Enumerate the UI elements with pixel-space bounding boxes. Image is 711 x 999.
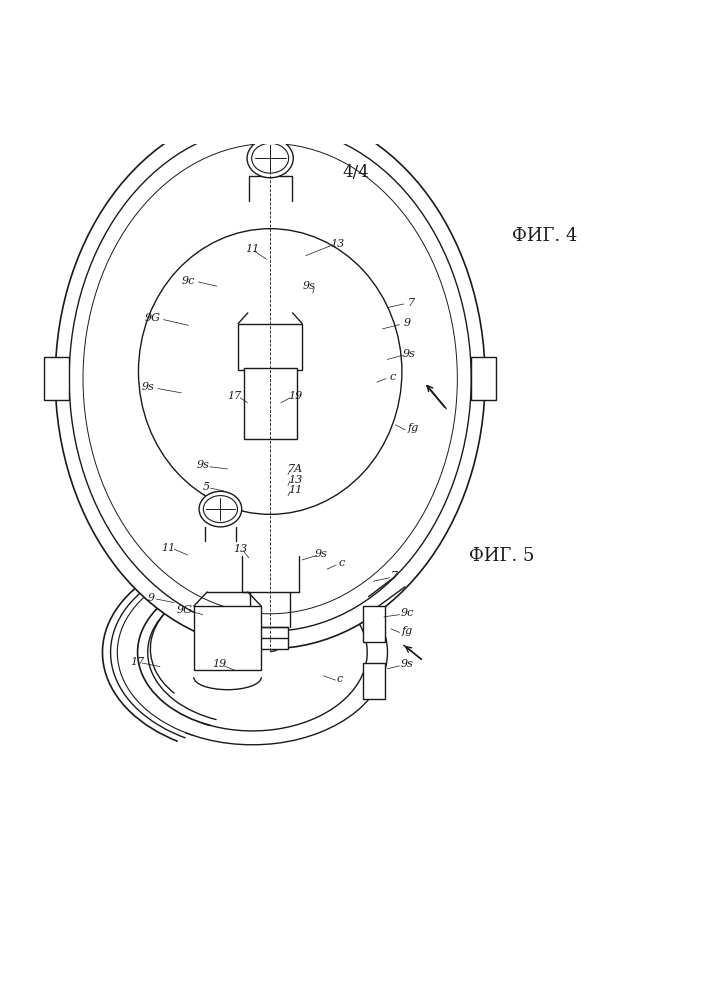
Ellipse shape bbox=[199, 492, 242, 526]
Text: 13: 13 bbox=[233, 544, 247, 554]
Text: 9s: 9s bbox=[315, 549, 328, 559]
Text: 4/4: 4/4 bbox=[342, 164, 369, 181]
Text: 9c: 9c bbox=[182, 276, 195, 286]
Ellipse shape bbox=[247, 139, 294, 178]
Text: c: c bbox=[338, 558, 344, 568]
Text: 13: 13 bbox=[288, 475, 302, 485]
Text: 7: 7 bbox=[407, 298, 415, 308]
Text: 11: 11 bbox=[245, 244, 260, 254]
Text: fg: fg bbox=[402, 626, 413, 636]
Bar bbox=[252, 627, 288, 648]
Text: 9: 9 bbox=[403, 318, 410, 329]
Text: c: c bbox=[390, 373, 395, 383]
Bar bbox=[243, 368, 297, 440]
Text: 19: 19 bbox=[288, 392, 302, 402]
Text: ФИГ. 4: ФИГ. 4 bbox=[512, 228, 577, 246]
Text: 9s: 9s bbox=[196, 461, 209, 471]
Ellipse shape bbox=[139, 229, 402, 514]
Text: 13: 13 bbox=[331, 239, 345, 249]
Bar bbox=[363, 606, 385, 641]
Bar bbox=[238, 324, 302, 370]
Text: 9c: 9c bbox=[401, 608, 414, 618]
Bar bbox=[471, 358, 496, 400]
Bar bbox=[193, 606, 261, 670]
Text: 17: 17 bbox=[228, 392, 242, 402]
Text: 19: 19 bbox=[212, 659, 226, 669]
Text: 9s: 9s bbox=[303, 281, 316, 291]
Text: c: c bbox=[337, 673, 343, 683]
Text: fg: fg bbox=[408, 424, 419, 434]
Text: 9G: 9G bbox=[145, 314, 161, 324]
Text: 9G: 9G bbox=[177, 604, 193, 614]
Text: 9: 9 bbox=[148, 592, 155, 602]
Text: ФИГ. 5: ФИГ. 5 bbox=[469, 547, 535, 565]
Bar bbox=[363, 663, 385, 698]
Text: 9s: 9s bbox=[401, 659, 414, 669]
Text: 11: 11 bbox=[161, 542, 176, 552]
Ellipse shape bbox=[55, 109, 485, 648]
Text: 7A: 7A bbox=[287, 464, 303, 474]
Text: 11: 11 bbox=[288, 486, 302, 496]
Text: 9s: 9s bbox=[141, 383, 154, 393]
Text: 5: 5 bbox=[203, 482, 210, 492]
Text: 9s: 9s bbox=[402, 349, 415, 359]
Ellipse shape bbox=[119, 192, 422, 565]
Bar bbox=[44, 358, 69, 400]
Text: 7: 7 bbox=[391, 571, 398, 581]
Text: 17: 17 bbox=[130, 656, 144, 666]
